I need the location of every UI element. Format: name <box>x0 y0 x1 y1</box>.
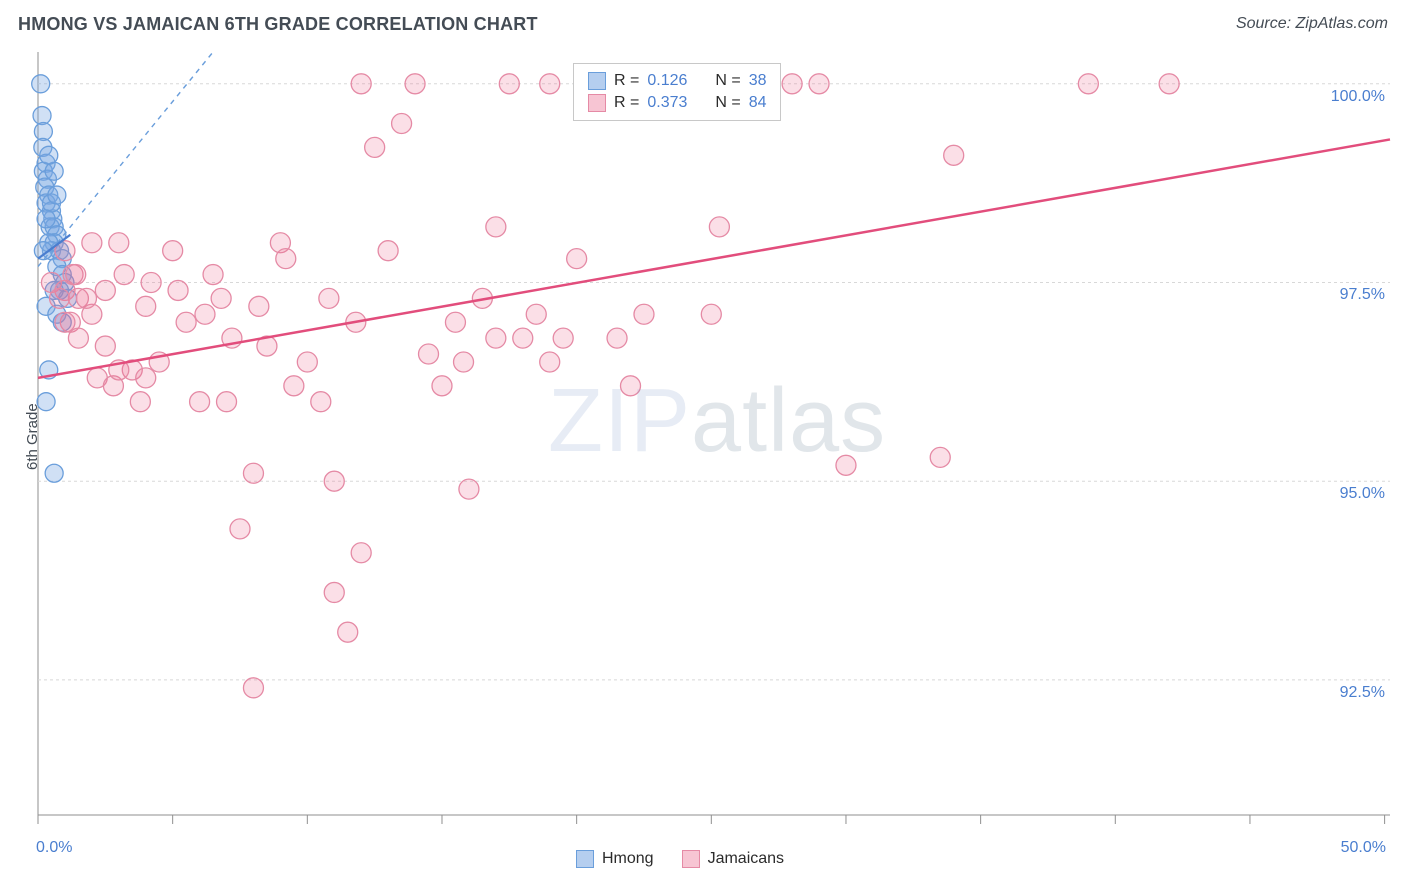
r-value: 0.373 <box>647 94 697 112</box>
legend-row: R = 0.373 N = 84 <box>588 92 766 114</box>
y-tick-label: 97.5% <box>1320 286 1385 304</box>
legend-item: Jamaicans <box>682 850 784 868</box>
legend-label: Hmong <box>602 850 654 868</box>
legend-swatch <box>576 850 594 868</box>
scatter-chart <box>0 0 1406 892</box>
x-tick-label: 0.0% <box>36 839 72 857</box>
r-label: R = <box>614 94 639 112</box>
series-legend: Hmong Jamaicans <box>576 850 784 868</box>
y-tick-label: 92.5% <box>1320 684 1385 702</box>
legend-swatch <box>588 94 606 112</box>
y-axis-label: 6th Grade <box>24 403 41 470</box>
n-value: 84 <box>749 94 767 112</box>
legend-label: Jamaicans <box>708 850 784 868</box>
correlation-legend: R = 0.126 N = 38 R = 0.373 N = 84 <box>573 63 781 121</box>
legend-swatch <box>588 72 606 90</box>
n-value: 38 <box>749 72 767 90</box>
y-tick-label: 95.0% <box>1320 485 1385 503</box>
n-label: N = <box>715 72 740 90</box>
n-label: N = <box>715 94 740 112</box>
y-tick-label: 100.0% <box>1320 88 1385 106</box>
legend-row: R = 0.126 N = 38 <box>588 70 766 92</box>
r-label: R = <box>614 72 639 90</box>
legend-swatch <box>682 850 700 868</box>
r-value: 0.126 <box>647 72 697 90</box>
legend-item: Hmong <box>576 850 654 868</box>
x-tick-label: 50.0% <box>1341 839 1386 857</box>
